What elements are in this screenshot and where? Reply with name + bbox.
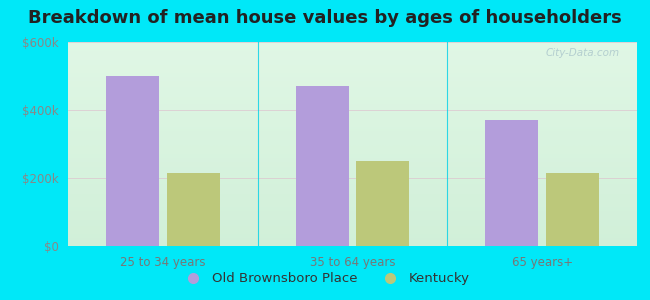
Bar: [546, 173, 599, 246]
Bar: [106, 76, 159, 246]
Text: City-Data.com: City-Data.com: [546, 48, 620, 58]
Text: Breakdown of mean house values by ages of householders: Breakdown of mean house values by ages o…: [28, 9, 622, 27]
Bar: [356, 161, 410, 246]
Legend: Old Brownsboro Place, Kentucky: Old Brownsboro Place, Kentucky: [175, 267, 475, 290]
Bar: [167, 173, 220, 246]
Bar: [296, 86, 349, 246]
Bar: [486, 120, 538, 246]
